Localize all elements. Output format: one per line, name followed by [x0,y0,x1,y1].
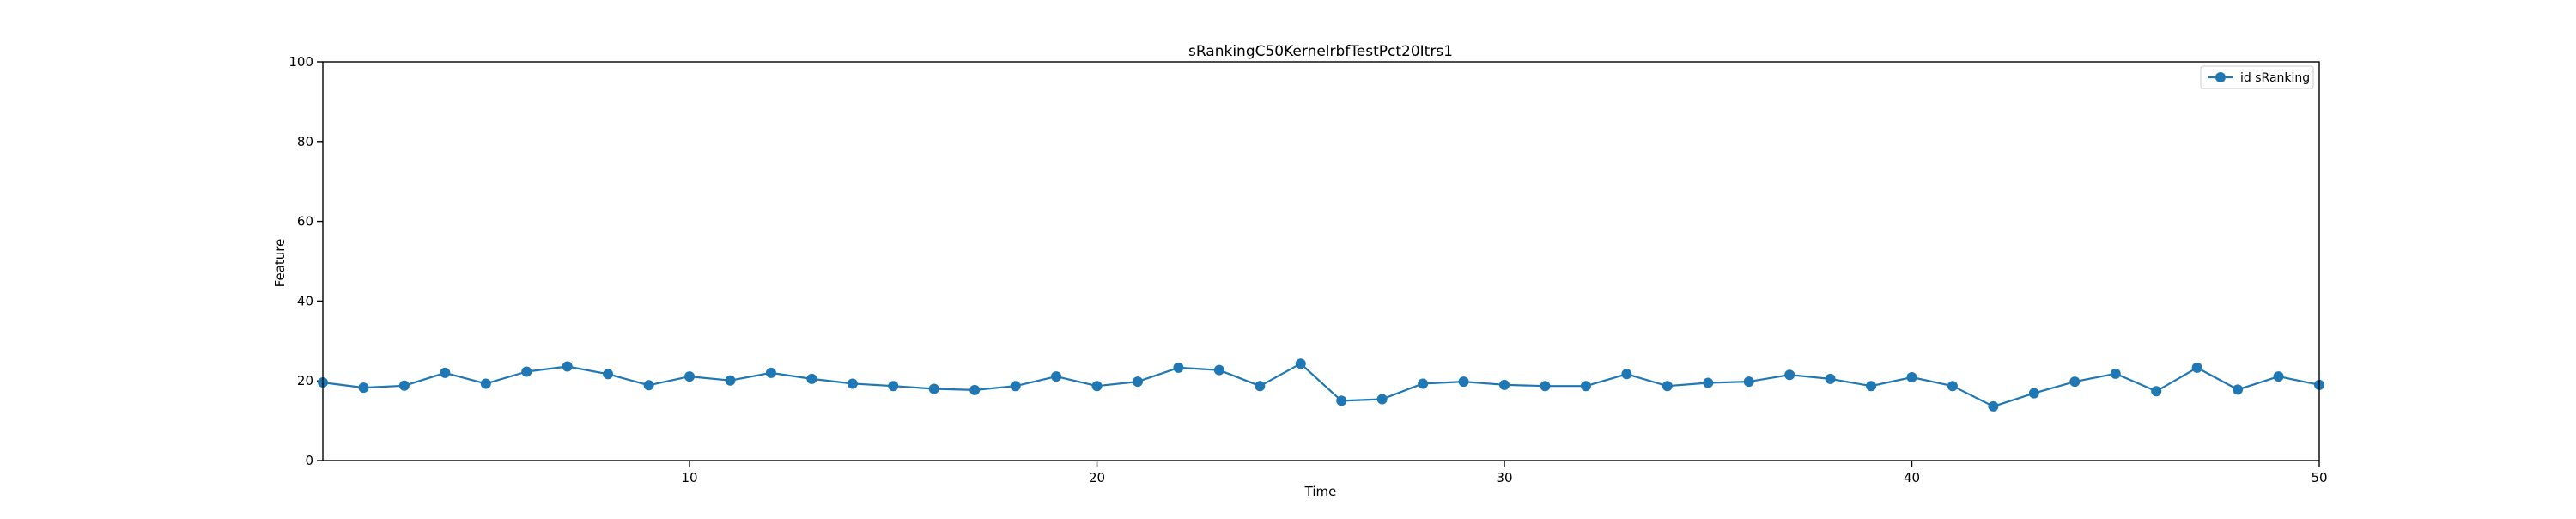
data-point [928,383,939,394]
legend-marker [2215,72,2226,82]
x-tick-label: 20 [1089,470,1105,485]
y-tick-label: 40 [297,293,313,308]
data-point [725,375,736,386]
data-point [1662,381,1673,392]
data-point [1173,362,1184,373]
y-tick-label: 100 [289,54,313,70]
data-point [1376,394,1388,405]
data-point [2233,384,2244,395]
data-point [643,380,654,391]
data-point [1418,378,1429,389]
data-point [2191,362,2202,373]
data-point [1947,381,1958,392]
data-point [1499,379,1510,390]
data-point [765,367,776,378]
data-point [1458,376,1469,388]
x-tick-label: 40 [1904,470,1920,485]
legend-label: id sRanking [2240,71,2310,85]
y-tick-label: 0 [305,453,313,468]
data-point [969,384,981,395]
data-point [888,381,899,392]
y-tick-label: 60 [297,214,313,229]
data-point [2069,376,2081,388]
data-point [2110,368,2121,379]
data-point [1010,381,1021,392]
data-point [398,380,410,391]
chart-title: sRankingC50KernelrbfTestPct20Itrs1 [1188,43,1453,60]
data-point [1255,381,1266,392]
data-point [1703,377,1714,388]
data-point [1540,381,1551,392]
data-point [521,366,532,377]
data-point [2151,386,2162,397]
data-point [847,378,858,389]
data-point [440,367,451,378]
legend: id sRanking [2200,65,2314,89]
x-tick-label: 10 [681,470,697,485]
data-point [806,373,817,384]
data-point [1988,400,1999,412]
data-point [1866,381,1877,392]
y-tick-label: 80 [297,134,313,150]
series-line [322,363,2320,407]
data-point [2028,388,2039,399]
axes: 10 20 30 40 50 0 20 40 60 80 100 [289,54,2327,485]
x-tick-label: 50 [2311,470,2327,485]
data-point [1213,364,1224,376]
data-point [1621,369,1632,380]
data-point [1091,381,1103,392]
data-point [480,378,491,389]
data-point [562,361,573,372]
data-point [1051,371,1062,382]
data-point [1825,373,1836,384]
series-layer [318,358,2324,412]
data-point [1580,381,1591,392]
data-point [2273,371,2284,382]
data-point [358,382,369,394]
legend-box [2200,65,2314,89]
data-point [1784,369,1795,381]
y-axis-label: Feature [272,239,288,288]
x-axis-label: Time [1304,484,1337,499]
data-point [684,371,696,382]
y-tick-label: 20 [297,373,313,388]
plot-frame [322,61,2320,461]
data-point [1336,395,1347,406]
data-point [1295,358,1306,369]
data-point [1132,376,1143,388]
data-point [603,369,614,380]
data-point [1906,372,1917,383]
data-point [1743,376,1754,388]
x-tick-label: 30 [1496,470,1512,485]
